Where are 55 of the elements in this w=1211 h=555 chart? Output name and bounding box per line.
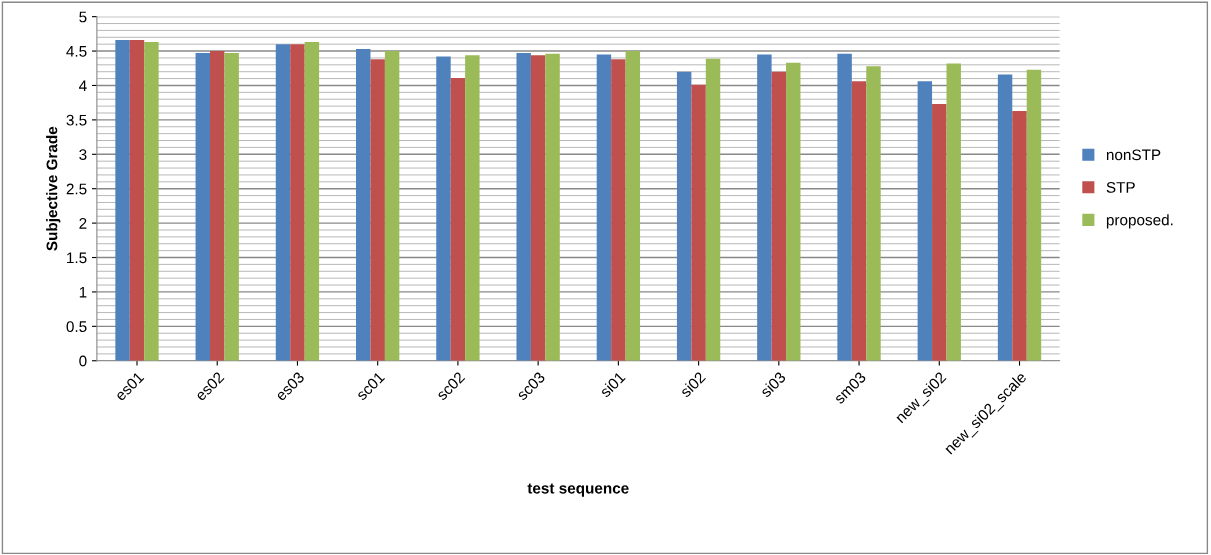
- y-tick-label: 3.5: [66, 114, 87, 126]
- bar: [932, 104, 947, 361]
- bar: [115, 40, 130, 361]
- bar: [275, 44, 291, 361]
- y-axis-title: Subjective Grade: [46, 126, 61, 251]
- bar: [917, 81, 933, 361]
- bar: [596, 54, 612, 361]
- bar: [676, 71, 692, 361]
- bar: [129, 40, 145, 361]
- bar: [1026, 69, 1042, 361]
- bar: [786, 62, 801, 361]
- legend-label: nonSTP: [1106, 149, 1161, 161]
- bar: [530, 55, 546, 361]
- bar: [304, 42, 320, 361]
- y-tick-label: 3: [79, 149, 87, 160]
- bar: [705, 58, 721, 361]
- bar: [356, 49, 371, 361]
- y-tick-label: 2: [79, 217, 87, 229]
- bar: [946, 63, 961, 361]
- y-tick-label: 1: [79, 286, 87, 298]
- legend-label: proposed.: [1106, 214, 1173, 229]
- y-tick-label: 4: [79, 80, 87, 92]
- bar: [290, 44, 305, 361]
- bar: [224, 53, 239, 361]
- y-tick-label: 2.5: [66, 183, 87, 195]
- bar: [757, 54, 772, 361]
- y-tick-label: 4.5: [66, 46, 87, 57]
- x-tick-label: si02: [679, 371, 706, 398]
- bar: [691, 84, 706, 361]
- x-axis-title: test sequence: [527, 483, 629, 497]
- bar: [210, 51, 225, 361]
- bar: [465, 55, 480, 361]
- bar: [436, 56, 451, 361]
- legend-label: STP: [1106, 181, 1135, 193]
- bar: [866, 66, 881, 361]
- bar: [384, 51, 400, 361]
- bar: [611, 59, 626, 361]
- bar: [144, 42, 159, 361]
- bar: [195, 53, 210, 361]
- y-tick-label: 0.5: [66, 321, 87, 333]
- bar: [545, 53, 560, 361]
- bar: [516, 53, 531, 361]
- bar: [450, 77, 466, 361]
- bar: [851, 81, 867, 361]
- bar: [1012, 110, 1027, 361]
- y-tick-label: 1.5: [67, 252, 87, 264]
- bar: [771, 71, 787, 361]
- y-tick-label: 0: [79, 355, 87, 367]
- x-tick-label: si01: [598, 371, 626, 398]
- bar: [837, 53, 852, 361]
- bar: [370, 59, 385, 361]
- x-tick-label: si03: [759, 370, 787, 398]
- y-tick-label: 5: [79, 11, 87, 23]
- bar: [997, 74, 1013, 361]
- bar: [625, 51, 641, 361]
